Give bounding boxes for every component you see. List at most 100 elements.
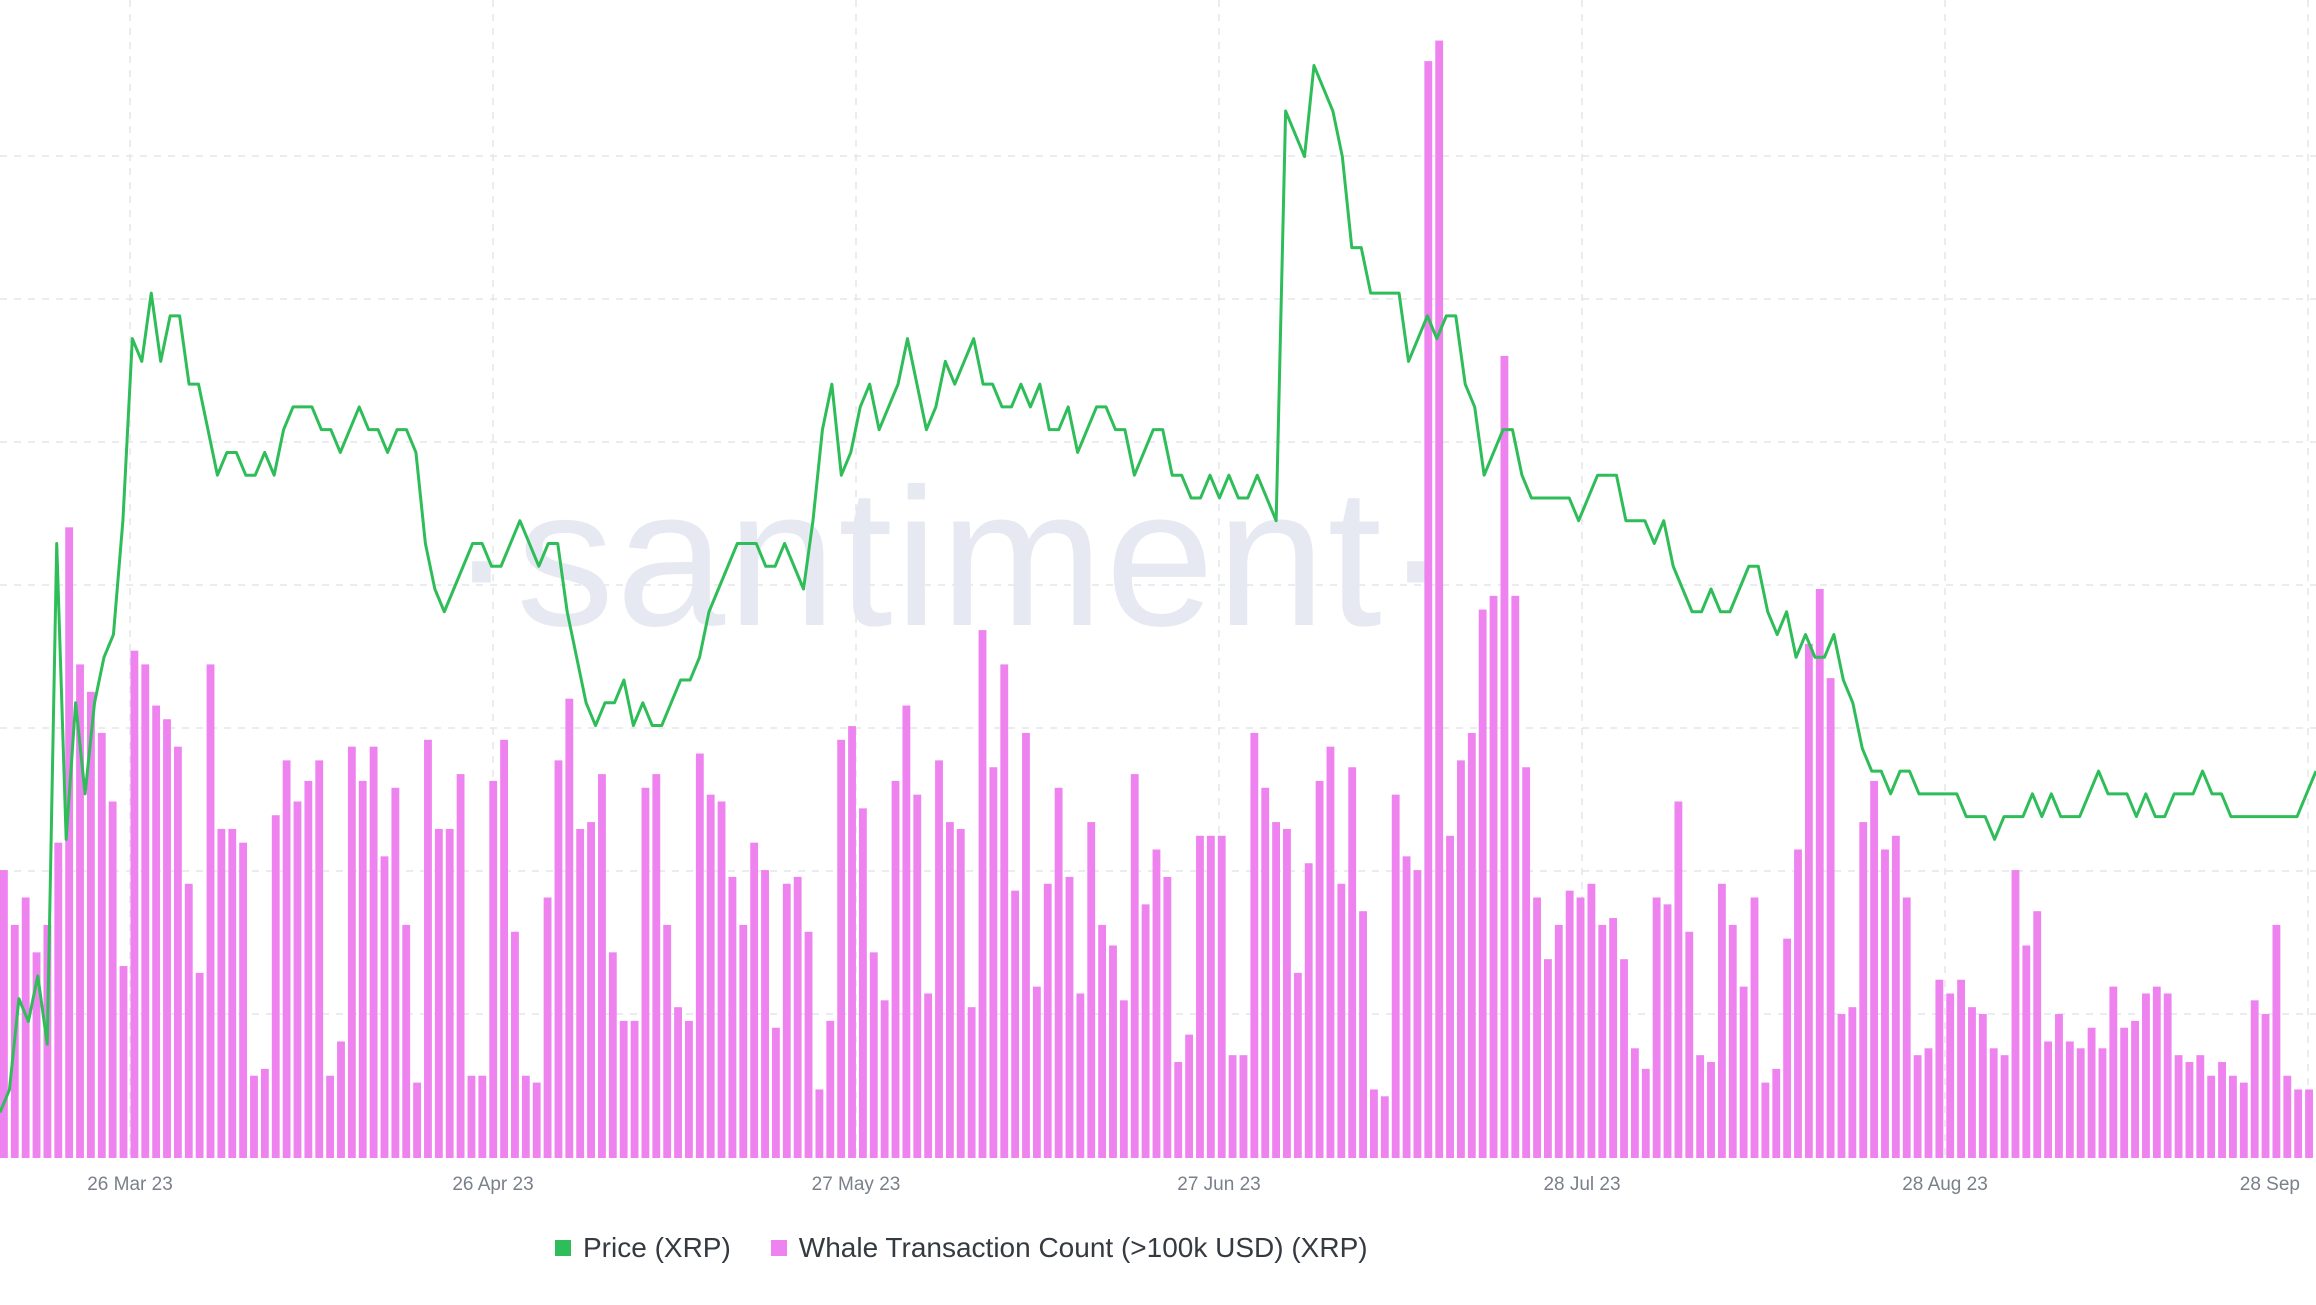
whale-count-bar[interactable] bbox=[347, 746, 356, 1158]
whale-count-bar[interactable] bbox=[1913, 1055, 1922, 1158]
whale-count-bar[interactable] bbox=[434, 828, 443, 1158]
whale-count-bar[interactable] bbox=[1587, 883, 1596, 1158]
whale-count-bar[interactable] bbox=[1957, 979, 1966, 1158]
whale-count-bar[interactable] bbox=[2229, 1075, 2237, 1158]
whale-count-bar[interactable] bbox=[1750, 897, 1759, 1158]
whale-count-bar[interactable] bbox=[1794, 849, 1802, 1158]
whale-count-bar[interactable] bbox=[413, 1082, 422, 1158]
whale-count-bar[interactable] bbox=[1978, 1014, 1987, 1158]
whale-count-bar[interactable] bbox=[978, 630, 987, 1158]
whale-count-bar[interactable] bbox=[1283, 828, 1291, 1158]
whale-count-bar[interactable] bbox=[1837, 1014, 1846, 1158]
whale-count-bar[interactable] bbox=[891, 780, 900, 1158]
whale-count-bar[interactable] bbox=[304, 780, 313, 1158]
whale-count-bar[interactable] bbox=[315, 760, 324, 1158]
whale-count-bar[interactable] bbox=[1076, 993, 1085, 1158]
whale-count-bar[interactable] bbox=[2185, 1062, 2194, 1158]
whale-count-bar[interactable] bbox=[913, 794, 922, 1158]
whale-count-bar[interactable] bbox=[391, 787, 400, 1158]
whale-count-bar[interactable] bbox=[880, 1000, 889, 1158]
whale-count-bar[interactable] bbox=[1315, 780, 1324, 1158]
whale-count-bar[interactable] bbox=[2239, 1082, 2248, 1158]
whale-count-bar[interactable] bbox=[858, 808, 867, 1158]
whale-count-bar[interactable] bbox=[1870, 780, 1879, 1158]
whale-count-bar[interactable] bbox=[2120, 1027, 2129, 1158]
whale-count-bar[interactable] bbox=[1174, 1062, 1183, 1158]
whale-count-bar[interactable] bbox=[1761, 1082, 1770, 1158]
whale-count-bar[interactable] bbox=[554, 760, 563, 1158]
whale-count-bar[interactable] bbox=[2196, 1055, 2205, 1158]
whale-count-bar[interactable] bbox=[1544, 959, 1552, 1158]
whale-count-bar[interactable] bbox=[2305, 1089, 2313, 1158]
whale-count-bar[interactable] bbox=[815, 1089, 824, 1158]
whale-count-bar[interactable] bbox=[32, 952, 41, 1158]
whale-count-bar[interactable] bbox=[2065, 1041, 2074, 1158]
whale-count-bar[interactable] bbox=[1728, 924, 1737, 1158]
whale-count-bar[interactable] bbox=[467, 1075, 476, 1158]
whale-count-bar[interactable] bbox=[1011, 890, 1020, 1158]
whale-count-bar[interactable] bbox=[239, 842, 248, 1158]
whale-count-bar[interactable] bbox=[2283, 1075, 2292, 1158]
whale-count-bar[interactable] bbox=[967, 1007, 976, 1158]
whale-count-bar[interactable] bbox=[108, 801, 117, 1158]
whale-count-bar[interactable] bbox=[1783, 938, 1792, 1158]
whale-count-bar[interactable] bbox=[804, 931, 813, 1158]
whale-count-bar[interactable] bbox=[1848, 1007, 1857, 1158]
whale-count-bar[interactable] bbox=[1272, 822, 1280, 1158]
whale-count-bar[interactable] bbox=[1402, 856, 1411, 1158]
whale-count-bar[interactable] bbox=[543, 897, 552, 1158]
whale-count-bar[interactable] bbox=[293, 801, 302, 1158]
whale-count-bar[interactable] bbox=[1989, 1048, 1998, 1158]
whale-count-bar[interactable] bbox=[228, 828, 237, 1158]
whale-count-bar[interactable] bbox=[456, 774, 465, 1158]
whale-count-bar[interactable] bbox=[1391, 794, 1400, 1158]
whale-count-bar[interactable] bbox=[674, 1007, 682, 1158]
whale-count-bar[interactable] bbox=[1630, 1048, 1639, 1158]
whale-count-bar[interactable] bbox=[1228, 1055, 1237, 1158]
whale-count-bar[interactable] bbox=[587, 822, 595, 1158]
whale-count-bar[interactable] bbox=[739, 924, 748, 1158]
whale-count-bar[interactable] bbox=[1467, 732, 1476, 1158]
whale-count-bar[interactable] bbox=[2076, 1048, 2085, 1158]
whale-count-bar[interactable] bbox=[1478, 609, 1487, 1158]
whale-count-bar[interactable] bbox=[989, 767, 998, 1158]
whale-count-bar[interactable] bbox=[956, 828, 965, 1158]
whale-count-bar[interactable] bbox=[1326, 746, 1335, 1158]
whale-count-bar[interactable] bbox=[1054, 787, 1063, 1158]
whale-count-bar[interactable] bbox=[0, 870, 8, 1158]
whale-count-bar[interactable] bbox=[445, 828, 454, 1158]
whale-count-bar[interactable] bbox=[1130, 774, 1139, 1158]
whale-count-bar[interactable] bbox=[1804, 643, 1813, 1158]
whale-count-bar[interactable] bbox=[380, 856, 389, 1158]
whale-count-bar[interactable] bbox=[1185, 1034, 1194, 1158]
whale-count-bar[interactable] bbox=[1891, 835, 1900, 1158]
whale-count-bar[interactable] bbox=[1522, 767, 1531, 1158]
whale-count-bar[interactable] bbox=[1924, 1048, 1933, 1158]
whale-count-bar[interactable] bbox=[1119, 1000, 1128, 1158]
whale-count-bar[interactable] bbox=[1065, 876, 1074, 1158]
whale-count-bar[interactable] bbox=[1217, 835, 1226, 1158]
whale-count-bar[interactable] bbox=[141, 664, 150, 1158]
whale-count-bar[interactable] bbox=[1652, 897, 1661, 1158]
whale-count-bar[interactable] bbox=[2131, 1020, 2139, 1158]
whale-count-bar[interactable] bbox=[772, 1027, 780, 1158]
whale-count-bar[interactable] bbox=[1359, 911, 1367, 1158]
whale-count-bar[interactable] bbox=[2163, 993, 2172, 1158]
whale-count-bar[interactable] bbox=[608, 952, 617, 1158]
whale-count-bar[interactable] bbox=[1022, 732, 1030, 1158]
whale-count-bar[interactable] bbox=[1598, 924, 1607, 1158]
whale-count-bar[interactable] bbox=[924, 993, 933, 1158]
legend-item-whale[interactable]: Whale Transaction Count (>100k USD) (XRP… bbox=[770, 1232, 1368, 1264]
whale-count-bar[interactable] bbox=[1380, 1096, 1389, 1158]
whale-count-bar[interactable] bbox=[1446, 835, 1454, 1158]
whale-count-bar[interactable] bbox=[1152, 849, 1161, 1158]
whale-count-bar[interactable] bbox=[424, 739, 432, 1158]
whale-count-bar[interactable] bbox=[598, 774, 606, 1158]
whale-count-bar[interactable] bbox=[793, 876, 802, 1158]
whale-count-bar[interactable] bbox=[1457, 760, 1465, 1158]
whale-count-bar[interactable] bbox=[326, 1075, 335, 1158]
whale-count-bar[interactable] bbox=[826, 1020, 835, 1158]
whale-count-bar[interactable] bbox=[2055, 1014, 2063, 1158]
whale-count-bar[interactable] bbox=[1554, 924, 1563, 1158]
whale-count-bar[interactable] bbox=[1206, 835, 1215, 1158]
